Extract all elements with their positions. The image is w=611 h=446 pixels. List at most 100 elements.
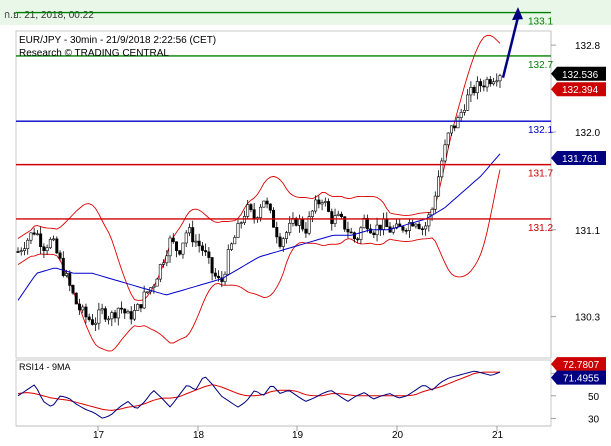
- rsi-tag-71.4955: 71.4955: [551, 370, 606, 385]
- price-tick-label: 132.0: [575, 128, 600, 139]
- candle-body: [58, 252, 62, 259]
- candle: [466, 89, 470, 111]
- candle: [29, 232, 33, 245]
- candle: [356, 236, 360, 244]
- candle: [317, 195, 321, 209]
- candle-body: [168, 237, 172, 257]
- candle: [327, 198, 331, 213]
- candle: [265, 197, 269, 209]
- candle: [433, 191, 437, 213]
- x-tick-label: 20: [392, 430, 404, 441]
- candle-body: [459, 112, 463, 118]
- candle-body: [420, 228, 424, 231]
- candle: [52, 235, 56, 242]
- candle-body: [485, 79, 489, 88]
- candle-body: [26, 239, 30, 250]
- candle-body: [320, 202, 324, 205]
- candle-body: [339, 213, 343, 217]
- candle-body: [71, 285, 75, 294]
- candle-body: [90, 319, 94, 325]
- candle: [45, 244, 49, 255]
- main-panel: [15, 30, 552, 359]
- candle-body: [488, 79, 492, 85]
- candle-body: [233, 237, 237, 245]
- candle: [110, 310, 114, 327]
- price-tag-text: 132.394: [562, 85, 599, 96]
- candle: [197, 233, 201, 253]
- candle: [488, 76, 492, 87]
- candle: [120, 301, 124, 314]
- candle: [420, 226, 424, 236]
- candle-body: [362, 218, 366, 229]
- candle-body: [495, 80, 499, 83]
- candle-body: [472, 87, 476, 94]
- candle: [165, 250, 169, 267]
- candle: [168, 235, 172, 263]
- candle: [427, 212, 431, 232]
- rsi-tag-72.7807: 72.7807: [551, 357, 606, 372]
- candle: [94, 317, 98, 332]
- price-tag-bg: [551, 150, 606, 165]
- candle-body: [22, 248, 26, 252]
- candle-body: [120, 307, 124, 310]
- candle-body: [129, 311, 133, 320]
- candle-body: [175, 241, 179, 251]
- candle: [39, 226, 43, 255]
- candle-body: [498, 75, 502, 82]
- candle: [71, 284, 75, 295]
- candle: [113, 309, 117, 323]
- candle-body: [68, 273, 72, 286]
- candle-body: [136, 304, 140, 311]
- level-label-132.7: 132.7: [528, 60, 553, 71]
- candle: [19, 247, 23, 256]
- candle: [330, 208, 334, 231]
- x-tick-label: 21: [492, 430, 504, 441]
- rsi-tag-text: 71.4955: [563, 374, 600, 385]
- candle-body: [171, 237, 175, 243]
- candle: [446, 132, 450, 149]
- price-tags: 132.536 132.394 131.761: [551, 66, 606, 165]
- candle-body: [139, 304, 143, 309]
- candle-body: [466, 94, 470, 111]
- candle-body: [369, 228, 373, 234]
- price-tick-label: 132.8: [575, 41, 600, 52]
- candle-body: [48, 239, 52, 249]
- candle: [314, 195, 318, 214]
- candle: [129, 306, 133, 325]
- candle-body: [424, 225, 428, 230]
- price-tick-label: 130.3: [575, 313, 600, 324]
- candle-body: [210, 257, 214, 274]
- candle-body: [155, 278, 159, 287]
- candle-body: [262, 200, 266, 208]
- candle-body: [116, 307, 120, 319]
- candle-body: [197, 240, 201, 247]
- candle: [233, 235, 237, 245]
- x-tick-label: 18: [193, 430, 205, 441]
- candle-body: [330, 211, 334, 224]
- candle-body: [343, 216, 347, 230]
- candle-body: [162, 262, 166, 265]
- candle-body: [55, 238, 59, 254]
- candle-body: [132, 310, 136, 320]
- candle-body: [65, 273, 69, 276]
- candle-body: [469, 87, 473, 96]
- candle: [462, 104, 466, 116]
- candle-body: [336, 213, 340, 216]
- candle: [126, 309, 130, 314]
- candle-body: [236, 223, 240, 238]
- candle-body: [52, 238, 56, 241]
- candle: [498, 73, 502, 89]
- candle: [178, 250, 182, 256]
- rsi-tick-label: 30: [588, 414, 600, 425]
- candle-body: [440, 160, 444, 178]
- candle: [407, 218, 411, 238]
- candle: [204, 243, 208, 257]
- candle: [139, 304, 143, 313]
- candle: [294, 216, 298, 227]
- candle: [84, 303, 88, 324]
- candle: [155, 277, 159, 287]
- candle: [479, 78, 483, 92]
- candle: [35, 230, 39, 236]
- candle-body: [187, 227, 191, 234]
- candle-body: [181, 242, 185, 255]
